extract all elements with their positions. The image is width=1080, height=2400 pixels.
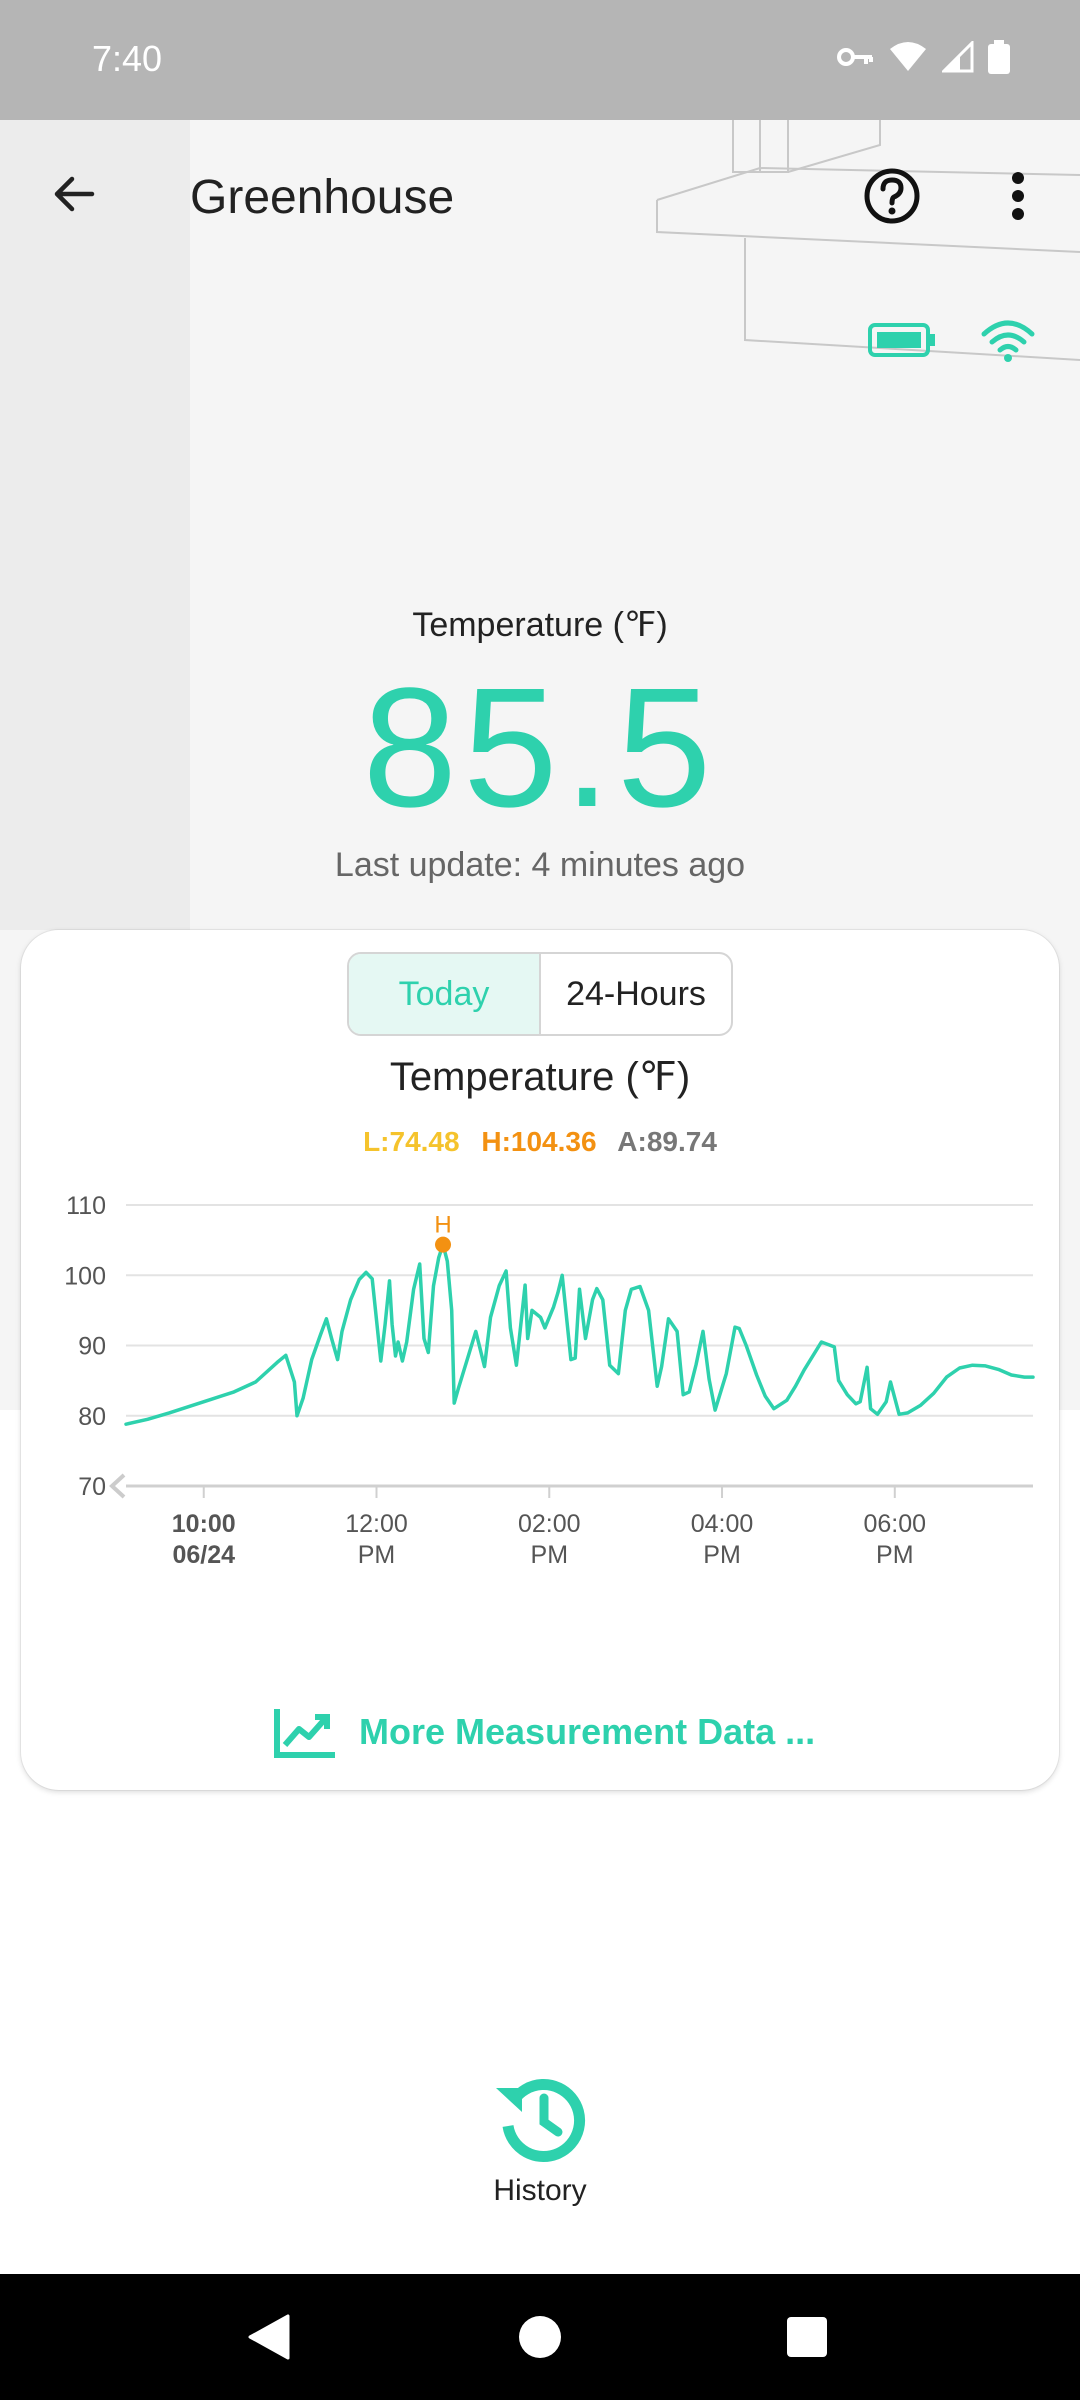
tab-today[interactable]: Today <box>349 954 541 1034</box>
x-tick-label: PM <box>876 1541 914 1569</box>
history-icon <box>496 2079 586 2162</box>
page-title: Greenhouse <box>190 171 455 224</box>
vpn-key-icon <box>837 48 873 66</box>
reading-value: 85.5 <box>362 653 718 843</box>
device-status <box>868 318 1036 362</box>
chart-card: Today 24-Hours Temperature (℉) L:74.48 H… <box>21 930 1059 1790</box>
x-tick-label: PM <box>358 1541 396 1569</box>
battery-icon <box>988 40 1010 74</box>
chart-svg: 70 80 90 100 110 10:00 06/24 12:00 PM 02:00 PM 04:0… <box>64 1192 1035 1569</box>
scroll-left-chevron-icon <box>109 1473 126 1499</box>
back-button[interactable] <box>38 158 110 230</box>
wifi-signal-icon <box>890 42 926 71</box>
x-tick-label: 02:00 <box>518 1510 581 1538</box>
battery-full-icon <box>868 323 935 357</box>
x-tick-label: 06/24 <box>172 1541 235 1569</box>
cell-signal-icon <box>942 41 974 73</box>
stat-low: L:74.48 <box>363 1126 460 1157</box>
x-tick-label: PM <box>531 1541 569 1569</box>
history-button[interactable]: History <box>460 2070 620 2230</box>
last-update-text: Last update: 4 minutes ago <box>334 846 746 884</box>
tab-24-hours[interactable]: 24-Hours <box>566 974 706 1013</box>
high-point-label: H <box>434 1212 451 1239</box>
more-vert-icon <box>1012 172 1024 220</box>
nav-recents-icon <box>787 2317 827 2357</box>
nav-back-button[interactable] <box>236 2304 302 2370</box>
help-button[interactable] <box>856 160 928 232</box>
nav-home-icon <box>519 2316 561 2358</box>
wifi-icon <box>981 320 1035 362</box>
nav-recents-button[interactable] <box>774 2304 840 2370</box>
temperature-chart[interactable]: 70 80 90 100 110 10:00 06/24 12:00 PM 02:00 PM 04:0… <box>21 1170 1059 1600</box>
x-tick-label: 04:00 <box>691 1510 754 1538</box>
more-link-label: More Measurement Data ... <box>359 1711 816 1752</box>
status-time: 7:40 <box>92 38 163 79</box>
stat-average: A:89.74 <box>617 1126 717 1157</box>
x-tick-label: 06:00 <box>864 1510 927 1538</box>
y-tick-label: 100 <box>64 1262 106 1290</box>
reading-label: Temperature (℉) <box>412 606 668 644</box>
y-tick-label: 70 <box>78 1473 106 1501</box>
y-tick-label: 90 <box>78 1333 106 1361</box>
trending-chart-icon <box>274 1709 335 1758</box>
x-tick-label: 12:00 <box>345 1510 408 1538</box>
period-segmented-control: Today 24-Hours <box>347 952 733 1036</box>
more-options-button[interactable] <box>982 160 1054 232</box>
high-point-marker <box>435 1236 452 1253</box>
arrow-back-icon <box>54 176 95 212</box>
more-measurement-data-link[interactable]: More Measurement Data ... <box>273 1702 815 1762</box>
y-tick-label: 110 <box>66 1192 106 1220</box>
x-tick-label: PM <box>703 1541 741 1569</box>
status-bar: 7:40 <box>0 0 1080 120</box>
x-tick-label: 10:00 <box>172 1510 236 1538</box>
stat-high: H:104.36 <box>481 1126 597 1157</box>
app-bar: Greenhouse <box>0 120 1080 270</box>
status-icons <box>836 40 1010 74</box>
chart-title: Temperature (℉) <box>389 1055 691 1099</box>
nav-back-icon <box>248 2314 290 2360</box>
help-circle-icon <box>864 168 920 224</box>
y-tick-label: 80 <box>78 1403 106 1431</box>
background-wall-panel <box>0 0 190 930</box>
temperature-series-line <box>124 1242 1035 1426</box>
nav-home-button[interactable] <box>507 2304 573 2370</box>
chart-stats: L:74.48 H:104.36 A:89.74 <box>21 1126 1059 1158</box>
system-navigation-bar <box>0 2274 1080 2400</box>
history-label: History <box>493 2174 587 2207</box>
